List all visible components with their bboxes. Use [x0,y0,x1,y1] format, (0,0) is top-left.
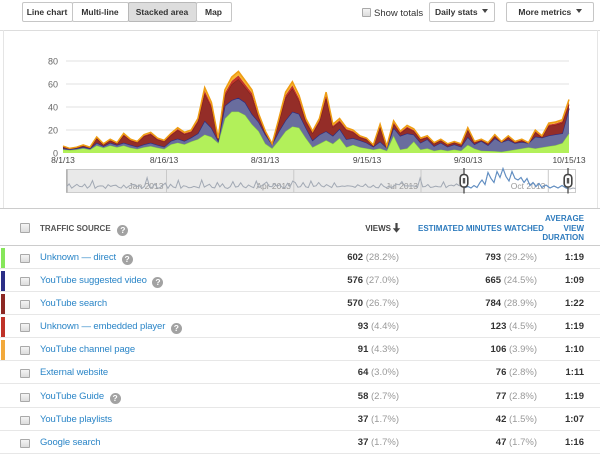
svg-text:8/1/13: 8/1/13 [51,155,75,165]
svg-text:Jul 2013: Jul 2013 [386,181,418,191]
svg-text:9/30/13: 9/30/13 [454,155,483,165]
svg-text:8/16/13: 8/16/13 [150,155,179,165]
svg-text:10/15/13: 10/15/13 [552,155,585,165]
svg-text:Apr 2013: Apr 2013 [256,181,291,191]
svg-text:40: 40 [48,103,58,113]
svg-text:Oct 2013: Oct 2013 [511,181,546,191]
svg-text:8/31/13: 8/31/13 [251,155,280,165]
svg-text:60: 60 [48,80,58,90]
svg-text:Jan 2013: Jan 2013 [129,181,164,191]
svg-text:80: 80 [48,57,58,67]
svg-text:20: 20 [48,126,58,136]
svg-text:9/15/13: 9/15/13 [353,155,382,165]
svg-text:0: 0 [53,149,58,159]
